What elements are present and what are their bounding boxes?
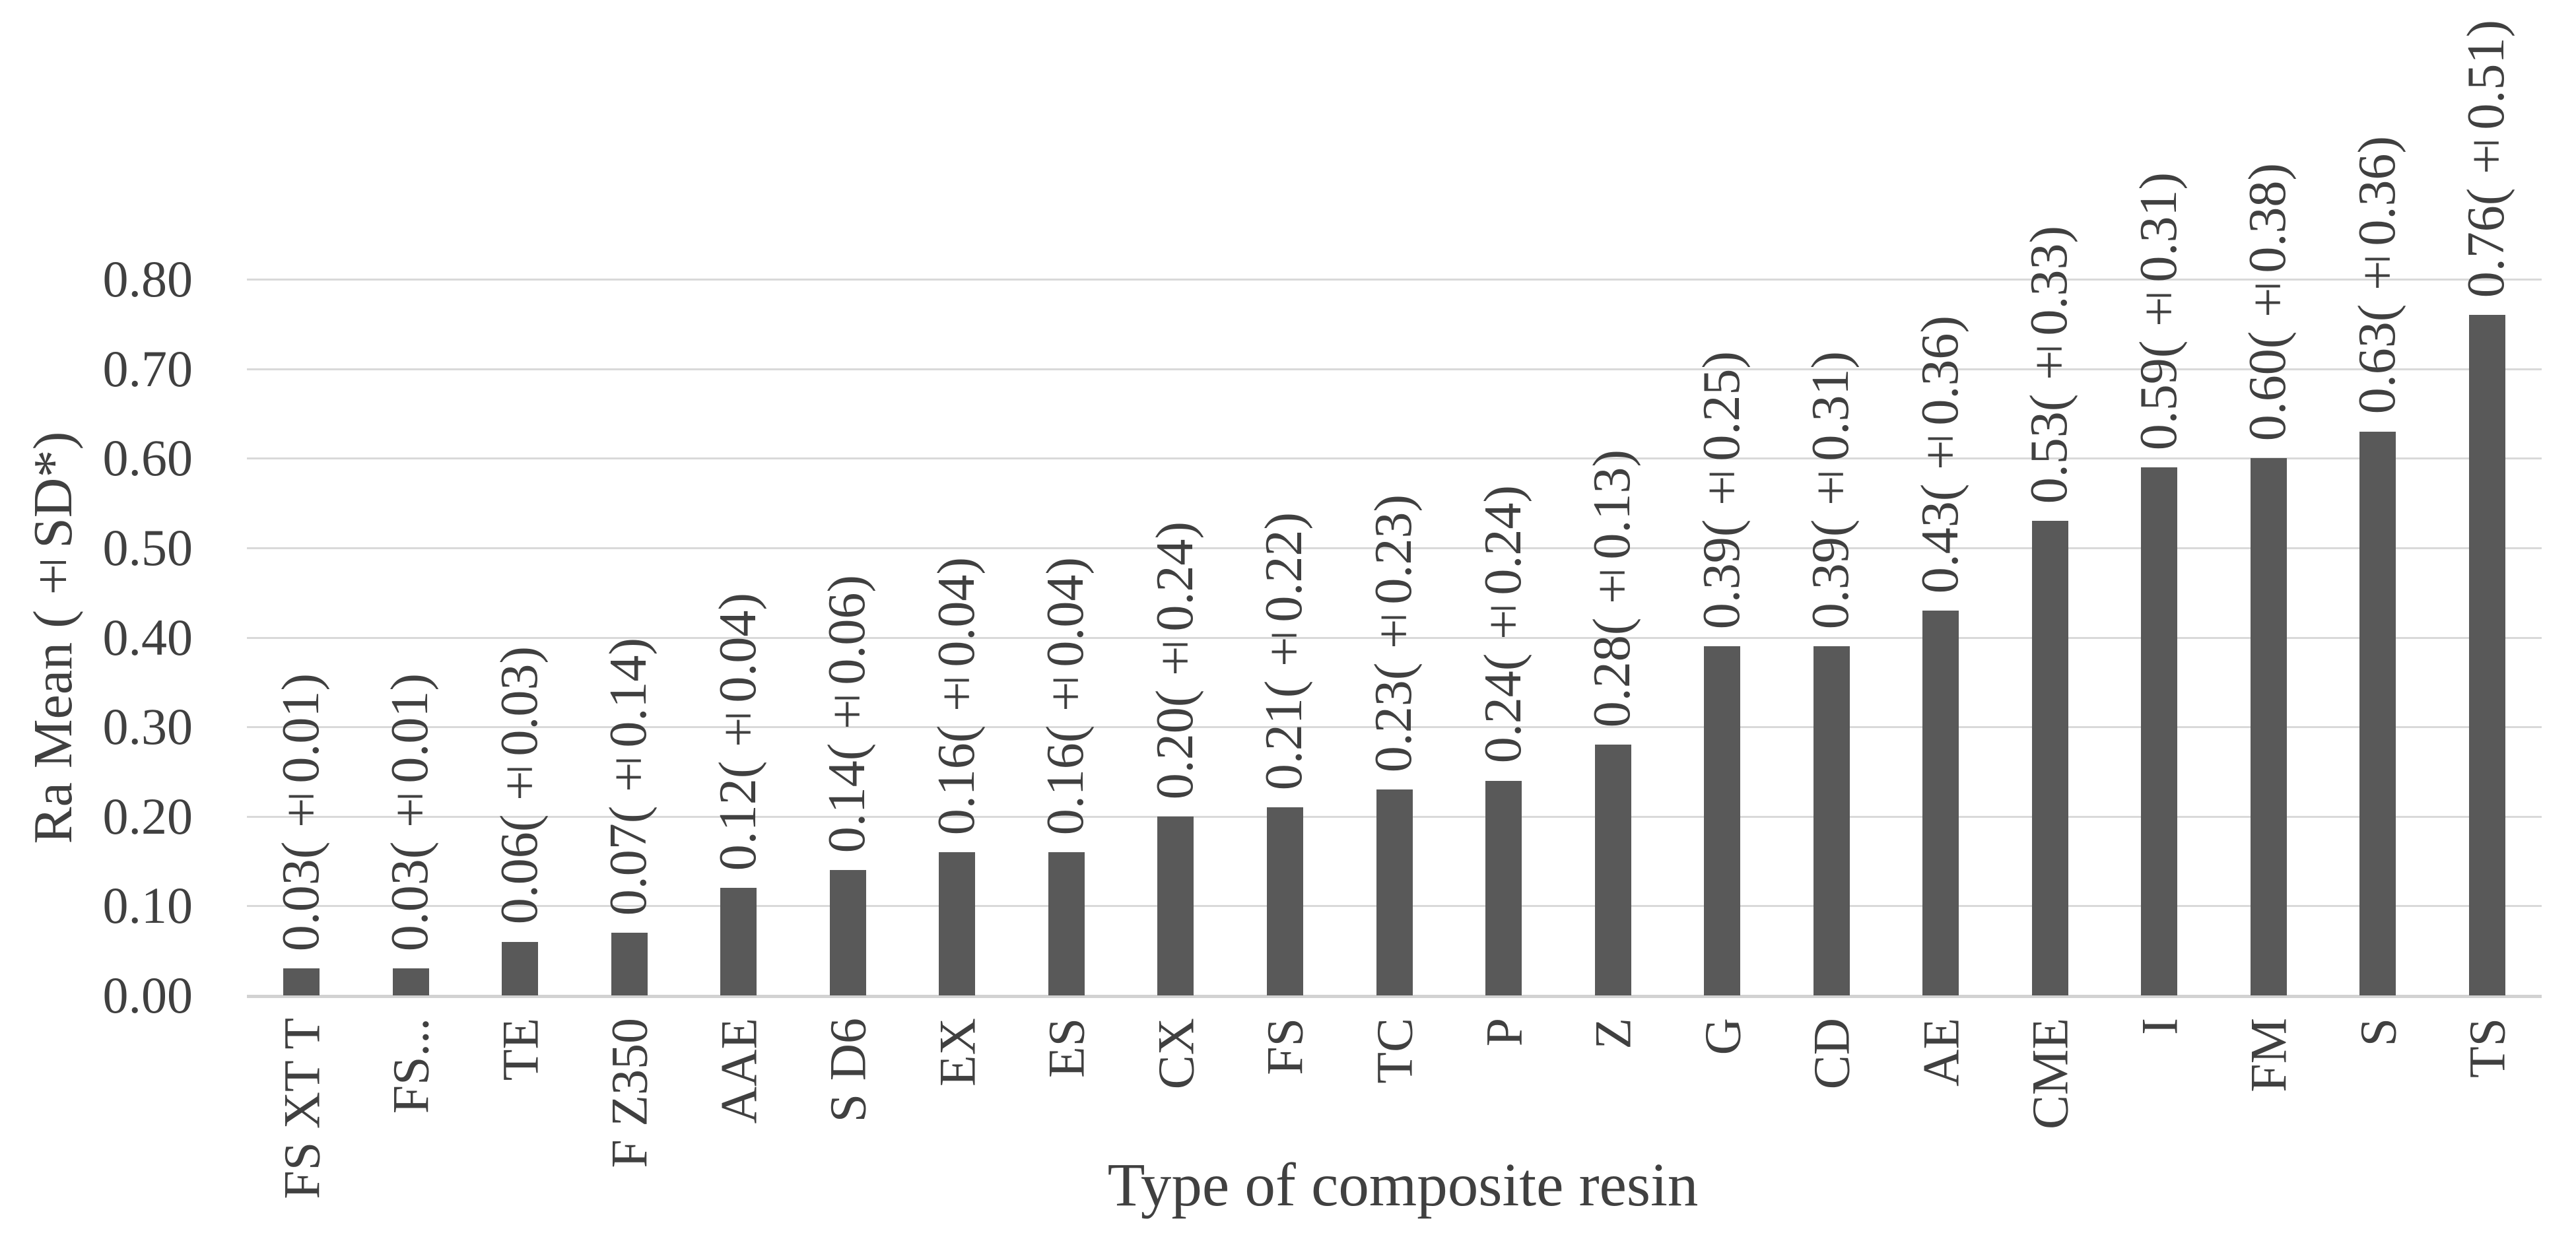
x-tick-label: Z (1584, 1018, 1642, 1050)
bar-value-label: 0.28(±0.13) (1583, 450, 1642, 728)
bar-value-label: 0.53(±0.33) (2020, 226, 2079, 504)
bar (1485, 780, 1522, 995)
x-axis-title: Type of composite resin (1107, 1151, 1699, 1219)
bar (2468, 315, 2505, 995)
gridline (247, 547, 2542, 549)
y-tick-label: 0.10 (102, 877, 193, 935)
bar (720, 888, 757, 995)
x-tick-label: TE (491, 1018, 549, 1081)
bar-value-label: 0.21(±0.22) (1255, 512, 1314, 791)
x-tick-label: FS XT T (273, 1018, 331, 1199)
x-tick-label: AE (1911, 1018, 1969, 1087)
x-tick-label: TC (1365, 1018, 1423, 1084)
bar (1813, 646, 1850, 995)
bar (1157, 816, 1194, 995)
bar-value-label: 0.39(±0.31) (1802, 351, 1860, 630)
y-tick-label: 0.70 (102, 339, 193, 397)
bar-value-label: 0.43(±0.36) (1911, 315, 1969, 593)
bar (939, 852, 976, 995)
bar (2250, 458, 2287, 995)
bar (1048, 852, 1085, 995)
bar-value-label: 0.23(±0.23) (1365, 494, 1423, 773)
x-tick-label: G (1693, 1018, 1751, 1055)
bar-value-label: 0.07(±0.14) (599, 637, 658, 916)
bar (502, 941, 539, 995)
bar-value-label: 0.03(±0.01) (381, 673, 440, 952)
bar (392, 968, 429, 995)
bar-value-label: 0.20(±0.24) (1146, 521, 1205, 799)
bar-value-label: 0.16(±0.04) (1036, 556, 1095, 836)
x-axis-line (247, 995, 2542, 998)
bar-value-label: 0.03(±0.01) (271, 673, 330, 952)
y-tick-label: 0.00 (102, 966, 193, 1024)
bar (1266, 807, 1303, 995)
x-tick-label: FS (1256, 1018, 1314, 1075)
x-tick-label: TS (2458, 1018, 2516, 1079)
x-tick-label: FS... (382, 1018, 440, 1114)
gridline (247, 279, 2542, 281)
bar-value-label: 0.24(±0.24) (1474, 485, 1532, 764)
x-tick-label: S D6 (819, 1018, 877, 1123)
x-tick-label: S (2349, 1018, 2407, 1047)
bar-value-label: 0.14(±0.06) (818, 574, 877, 854)
x-tick-label: P (1474, 1018, 1532, 1047)
gridline (247, 636, 2542, 639)
bar-value-label: 0.12(±0.04) (709, 593, 768, 871)
x-tick-label: EX (928, 1018, 986, 1087)
bar-value-label: 0.63(±0.36) (2348, 136, 2406, 415)
bar (1704, 646, 1741, 995)
bar-value-label: 0.06(±0.03) (491, 646, 549, 925)
bar (829, 870, 866, 995)
bar (1376, 789, 1413, 995)
x-tick-label: I (2130, 1018, 2188, 1035)
bar (2031, 521, 2068, 995)
y-tick-label: 0.60 (102, 429, 193, 487)
bar (283, 968, 320, 995)
bar-value-label: 0.16(±0.04) (928, 556, 986, 836)
x-tick-label: CD (1802, 1018, 1860, 1090)
bar-value-label: 0.59(±0.31) (2129, 172, 2188, 450)
bar (2359, 431, 2396, 995)
x-tick-label: CME (2021, 1018, 2079, 1130)
bar-value-label: 0.39(±0.25) (1692, 351, 1751, 630)
bar-value-label: 0.76(±0.51) (2457, 20, 2516, 298)
y-tick-label: 0.40 (102, 608, 193, 666)
bar (2141, 467, 2178, 995)
x-tick-label: ES (1037, 1018, 1095, 1079)
y-tick-label: 0.20 (102, 787, 193, 845)
x-tick-label: F Z350 (600, 1018, 658, 1168)
y-tick-label: 0.80 (102, 250, 193, 308)
bar (611, 933, 648, 995)
gridline (247, 457, 2542, 460)
x-tick-label: AAE (710, 1018, 768, 1124)
gridline (247, 368, 2542, 370)
bar (1594, 745, 1631, 995)
gridline (247, 726, 2542, 729)
y-tick-label: 0.30 (102, 698, 193, 756)
y-tick-label: 0.50 (102, 519, 193, 576)
bar (1922, 610, 1959, 995)
bar-value-label: 0.60(±0.38) (2239, 163, 2297, 442)
x-tick-label: CX (1147, 1018, 1205, 1090)
x-tick-label: FM (2239, 1018, 2297, 1092)
